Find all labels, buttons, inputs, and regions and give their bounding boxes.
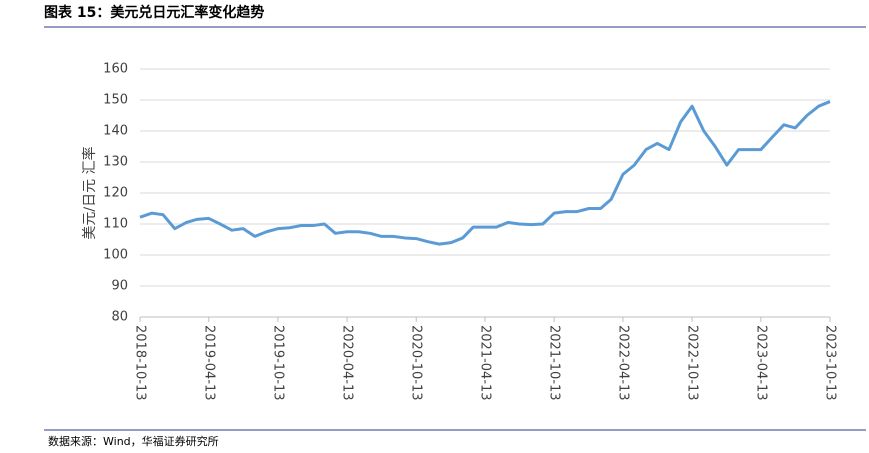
chart-title: 图表 15：美元兑日元汇率变化趋势	[44, 4, 264, 21]
y-axis-label: 美元/日元 汇率	[81, 146, 98, 239]
x-tick-label: 2021-10-13	[547, 325, 562, 401]
x-tick-label: 2020-10-13	[409, 325, 424, 401]
y-tick-label: 100	[103, 248, 128, 263]
x-tick-label: 2019-10-13	[270, 325, 285, 401]
x-tick-label: 2022-10-13	[685, 325, 700, 401]
x-tick-label: 2021-04-13	[478, 325, 493, 401]
y-tick-label: 110	[103, 217, 128, 232]
y-tick-label: 130	[103, 155, 128, 170]
source-note: 数据来源：Wind，华福证券研究所	[48, 434, 219, 448]
y-tick-label: 140	[103, 124, 128, 139]
y-tick-label: 160	[103, 62, 128, 77]
y-tick-label: 150	[103, 93, 128, 108]
x-tick-label: 2020-04-13	[340, 325, 355, 401]
x-tick-label: 2023-10-13	[823, 325, 838, 401]
y-tick-label: 90	[111, 279, 128, 294]
x-tick-label: 2023-04-13	[753, 325, 768, 401]
line-series	[139, 100, 831, 246]
x-tick-label: 2022-04-13	[615, 325, 630, 401]
x-tick-label: 2019-04-13	[201, 325, 216, 401]
x-tick-label: 2018-10-13	[133, 325, 148, 401]
y-tick-label: 120	[103, 186, 128, 201]
y-tick-label: 80	[111, 310, 128, 325]
